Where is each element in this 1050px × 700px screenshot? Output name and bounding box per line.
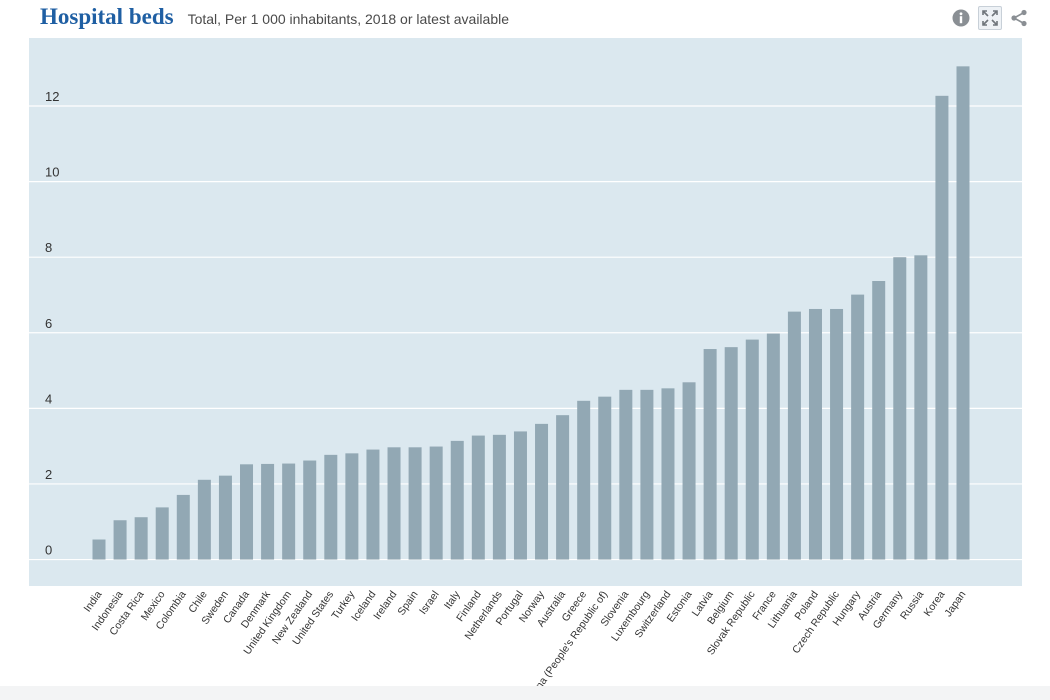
fullscreen-icon[interactable] — [978, 6, 1002, 30]
bar[interactable] — [851, 294, 865, 560]
x-tick-label: Spain — [395, 589, 420, 618]
bar[interactable] — [682, 382, 696, 560]
y-tick-label: 10 — [45, 165, 59, 180]
bar[interactable] — [324, 454, 338, 560]
bar[interactable] — [240, 464, 254, 560]
chart-header: Hospital beds Total, Per 1 000 inhabitan… — [40, 4, 1030, 34]
share-icon[interactable] — [1008, 7, 1030, 29]
bars — [92, 66, 970, 560]
bar[interactable] — [956, 66, 970, 560]
bar[interactable] — [619, 389, 633, 560]
y-tick-label: 2 — [45, 467, 52, 482]
y-tick-label: 4 — [45, 391, 52, 406]
bar[interactable] — [787, 311, 801, 560]
bar[interactable] — [598, 396, 612, 560]
bar[interactable] — [745, 339, 759, 560]
bar[interactable] — [830, 308, 844, 560]
bar[interactable] — [92, 539, 106, 560]
bar[interactable] — [197, 479, 211, 560]
bar[interactable] — [282, 463, 296, 560]
y-tick-label: 0 — [45, 543, 52, 558]
x-tick-label: Israel — [417, 589, 442, 617]
bar[interactable] — [556, 415, 570, 560]
bar[interactable] — [471, 435, 485, 560]
bar[interactable] — [893, 257, 907, 560]
bar[interactable] — [492, 434, 506, 560]
y-tick-label: 12 — [45, 89, 59, 104]
bar[interactable] — [218, 475, 232, 560]
bar[interactable] — [408, 447, 422, 560]
y-tick-label: 8 — [45, 240, 52, 255]
bar[interactable] — [914, 255, 928, 560]
chart-toolbar — [950, 6, 1030, 30]
footer-band — [0, 686, 1050, 700]
bar[interactable] — [345, 453, 359, 560]
bar[interactable] — [577, 400, 591, 560]
bar[interactable] — [134, 517, 148, 560]
bar[interactable] — [724, 347, 738, 560]
bar[interactable] — [176, 494, 190, 560]
bar[interactable] — [703, 349, 717, 560]
bar[interactable] — [766, 333, 780, 560]
bar[interactable] — [872, 281, 886, 560]
y-axis-ticks: 0 2 4 6 8 10 12 — [45, 89, 59, 558]
bar[interactable] — [113, 520, 127, 560]
chart-title: Hospital beds — [40, 4, 174, 29]
bar[interactable] — [387, 447, 401, 560]
bar[interactable] — [513, 431, 527, 560]
bar[interactable] — [450, 440, 464, 560]
bar[interactable] — [366, 449, 380, 560]
bar[interactable] — [640, 389, 654, 560]
bar[interactable] — [303, 460, 317, 560]
bar[interactable] — [155, 507, 169, 560]
bar[interactable] — [429, 446, 443, 560]
bar[interactable] — [661, 388, 675, 560]
x-tick-label: Japan — [942, 589, 968, 619]
bar[interactable] — [808, 308, 822, 560]
bar[interactable] — [535, 423, 549, 560]
chart-subtitle: Total, Per 1 000 inhabitants, 2018 or la… — [187, 11, 510, 27]
bar[interactable] — [935, 95, 949, 560]
info-icon[interactable] — [950, 7, 972, 29]
y-tick-label: 6 — [45, 316, 52, 331]
bar[interactable] — [261, 463, 275, 560]
